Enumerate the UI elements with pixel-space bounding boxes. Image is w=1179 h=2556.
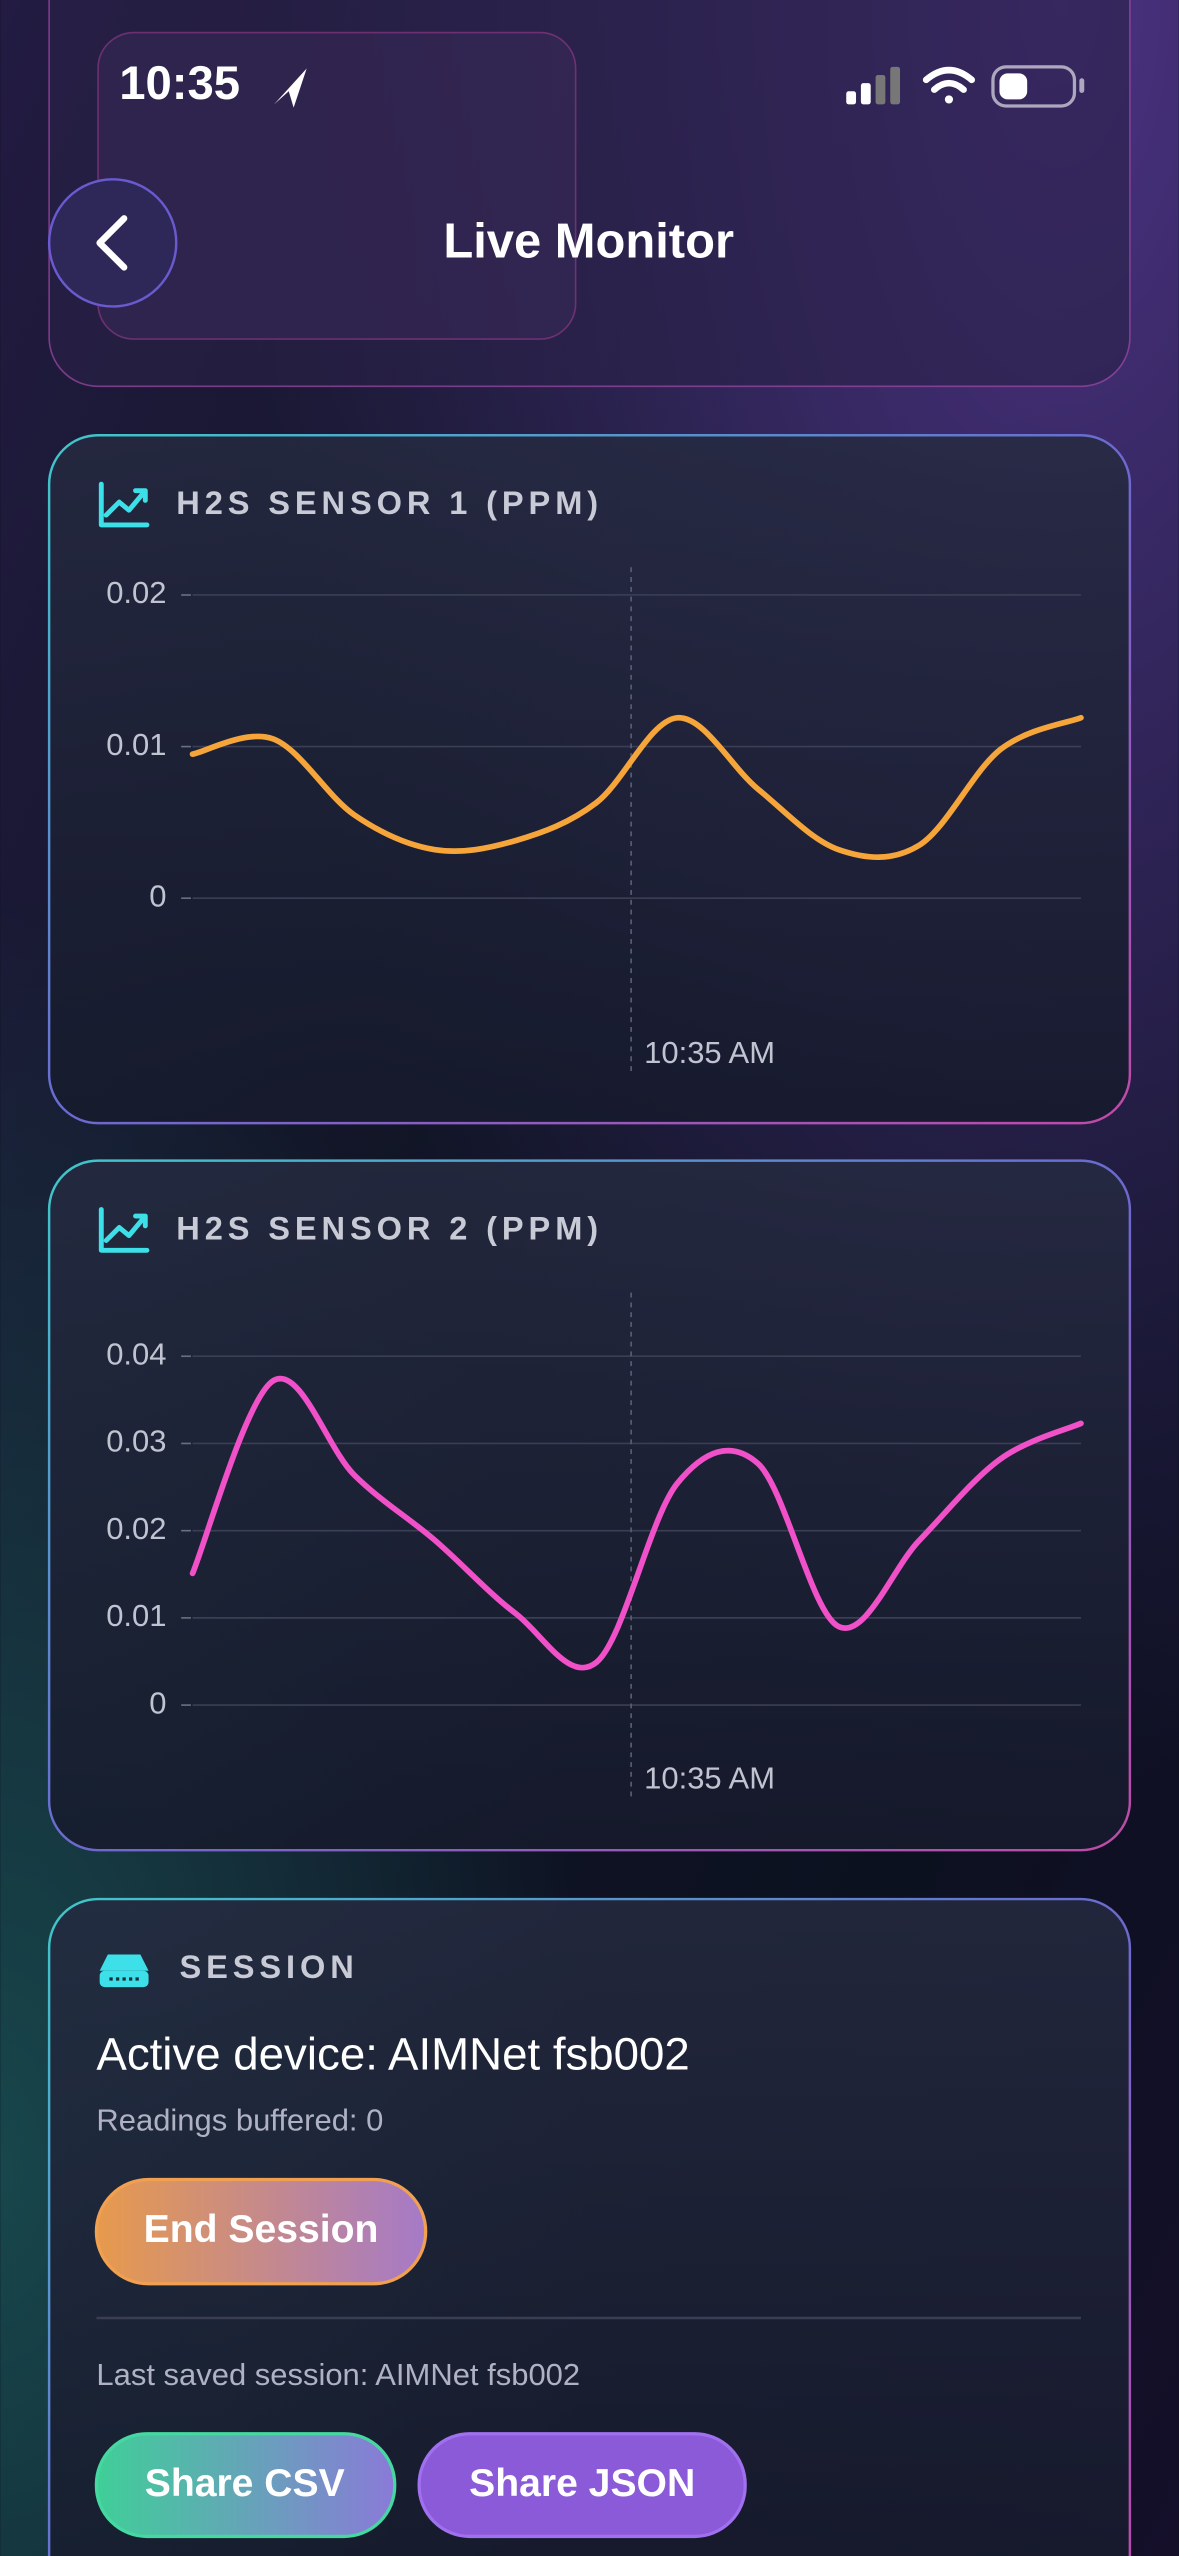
chart-title: H2S SENSOR 1 (PPM) [176, 484, 603, 521]
location-icon [274, 68, 307, 108]
data-line [189, 714, 1084, 861]
signal-icon [846, 66, 901, 105]
chart-card: H2S SENSOR 2 (PPM) 0 0.01 0.02 0.03 0.04 10:35… [47, 1159, 1132, 1852]
data-line [189, 1375, 1084, 1671]
status-time: 10:35 [119, 57, 240, 110]
chart-title: H2S SENSOR 2 (PPM) [176, 1209, 603, 1246]
session-heading: SESSION [180, 1948, 359, 1985]
y-tick-label: 0 [149, 1685, 166, 1720]
active-device: Active device: AIMNet fsb002 [96, 2028, 689, 2079]
y-tick-label: 0.02 [106, 575, 166, 610]
y-tick-label: 0.02 [106, 1511, 166, 1546]
session-icon [99, 1954, 149, 1988]
x-tick-label: 10:35 AM [644, 1035, 775, 1070]
chart-card: H2S SENSOR 1 (PPM) 0 0.01 0.02 10:35 AM [47, 434, 1132, 1125]
chart-icon [98, 1207, 150, 1253]
last-saved: Last saved session: AIMNet fsb002 [96, 2357, 580, 2392]
share-json-button[interactable] [417, 2432, 747, 2539]
session-card [47, 1897, 1132, 2556]
end-session-label: End Session [144, 2208, 379, 2251]
y-tick-label: 0.03 [106, 1424, 166, 1459]
buffered-count: Readings buffered: 0 [96, 2103, 383, 2138]
y-tick-label: 0.01 [106, 727, 166, 762]
chart-icon [98, 481, 150, 528]
y-tick-label: 0.04 [106, 1336, 166, 1371]
y-tick-label: 0.01 [106, 1598, 166, 1633]
end-session-button[interactable] [94, 2177, 428, 2286]
back-icon [96, 215, 128, 271]
share-csv-button[interactable] [94, 2432, 397, 2539]
back-button[interactable] [47, 178, 178, 308]
share-csv-label: Share CSV [145, 2462, 345, 2505]
share-json-label: Share JSON [469, 2462, 695, 2505]
wifi-icon [922, 66, 976, 104]
x-tick-label: 10:35 AM [644, 1760, 775, 1795]
y-tick-label: 0 [149, 878, 166, 913]
header-title: Live Monitor [443, 214, 734, 268]
battery-icon [991, 65, 1085, 108]
